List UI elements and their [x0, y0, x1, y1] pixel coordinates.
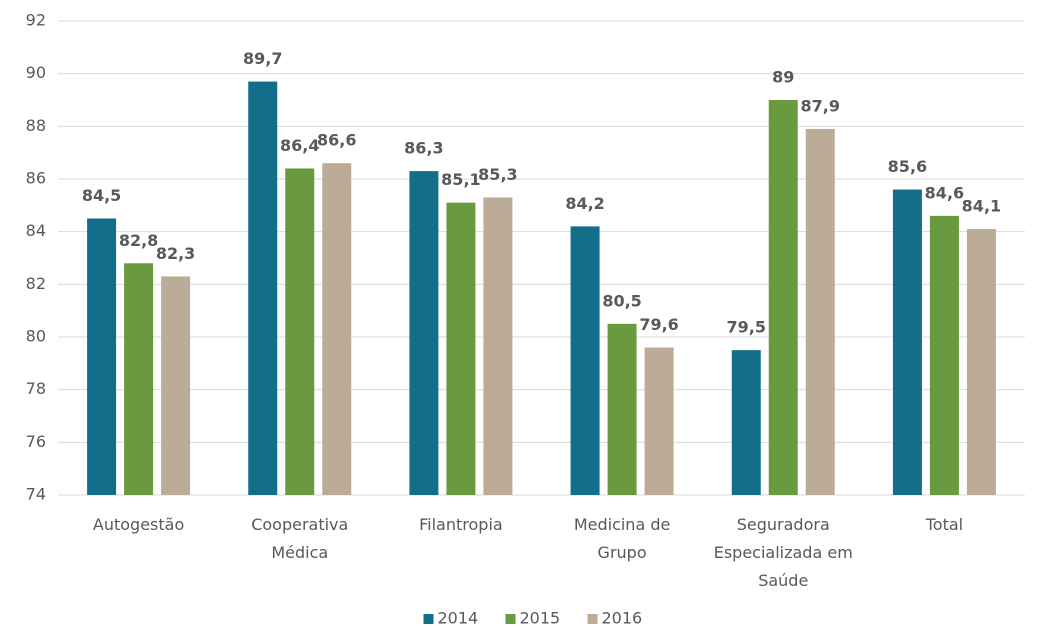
- bar: [124, 263, 154, 495]
- y-tick-label: 90: [26, 63, 46, 82]
- value-label: 82,8: [119, 231, 158, 250]
- bar: [87, 218, 117, 495]
- bar: [966, 229, 996, 496]
- value-label: 85,3: [478, 165, 517, 184]
- value-label: 84,6: [925, 183, 964, 202]
- value-label: 84,2: [565, 194, 604, 213]
- value-label: 89,7: [243, 49, 282, 68]
- x-tick-label: Medicina de Grupo: [574, 515, 671, 562]
- value-label: 86,4: [280, 136, 319, 155]
- y-tick-label: 82: [26, 274, 46, 293]
- value-label: 85,1: [441, 170, 480, 189]
- legend-swatch: [505, 614, 516, 624]
- y-tick-label: 76: [26, 432, 46, 451]
- value-label: 85,6: [888, 157, 927, 176]
- value-label: 84,5: [82, 186, 121, 205]
- legend-swatch: [423, 614, 434, 624]
- x-tick-label: Autogestão: [93, 515, 184, 534]
- legend-label: 2014: [438, 609, 479, 627]
- bar: [892, 189, 922, 496]
- y-tick-label: 84: [26, 221, 46, 240]
- bar: [161, 276, 191, 495]
- bar: [570, 226, 600, 495]
- bar: [285, 168, 315, 495]
- bar: [446, 202, 476, 495]
- y-tick-label: 92: [26, 11, 46, 30]
- legend-swatch: [587, 614, 598, 624]
- bar: [929, 215, 959, 495]
- x-tick-label: Cooperativa Médica: [251, 515, 348, 562]
- bar: [644, 347, 674, 495]
- y-tick-label: 88: [26, 116, 46, 135]
- value-label: 89: [772, 68, 794, 87]
- bar: [805, 128, 835, 495]
- y-tick-label: 74: [26, 485, 46, 504]
- y-tick-label: 78: [26, 379, 46, 398]
- y-tick-label: 86: [26, 169, 46, 188]
- bar: [731, 350, 761, 495]
- x-tick-label: Seguradora Especializada em Saúde: [714, 515, 853, 590]
- value-label: 86,3: [404, 139, 443, 158]
- bar: [483, 197, 513, 495]
- value-label: 84,1: [962, 197, 1001, 216]
- bar: [322, 163, 352, 495]
- legend-label: 2016: [602, 609, 643, 627]
- bar: [409, 171, 439, 495]
- value-label: 79,5: [727, 318, 766, 337]
- x-tick-label: Total: [925, 515, 963, 534]
- value-label: 79,6: [639, 315, 678, 334]
- legend-label: 2015: [520, 609, 561, 627]
- value-label: 86,6: [317, 131, 356, 150]
- x-tick-label: Filantropia: [419, 515, 503, 534]
- y-tick-label: 80: [26, 327, 46, 346]
- bar: [248, 81, 278, 496]
- value-label: 80,5: [602, 291, 641, 310]
- bar: [768, 100, 798, 495]
- value-label: 87,9: [801, 96, 840, 115]
- value-label: 82,3: [156, 244, 195, 263]
- bar: [607, 323, 637, 495]
